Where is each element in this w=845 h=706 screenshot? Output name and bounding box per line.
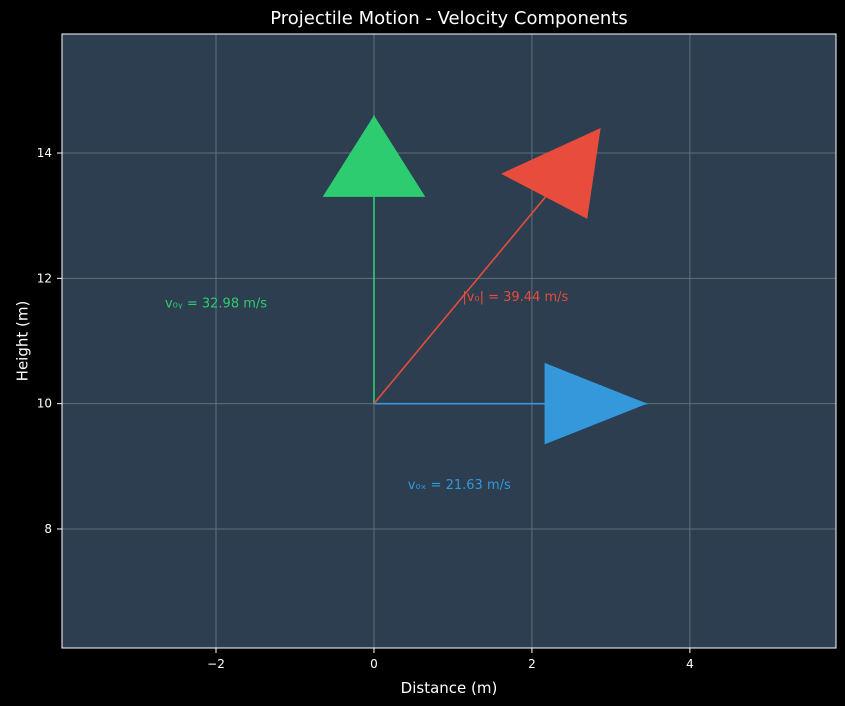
vector-label-v0y: v₀ᵧ = 32.98 m/s	[165, 296, 267, 311]
vectors	[322, 115, 648, 445]
x-tick-label: −2	[207, 657, 225, 671]
y-tick-label: 12	[37, 271, 52, 285]
vector-head-v0	[501, 127, 601, 219]
vector-label-v0x: v₀ₓ = 21.63 m/s	[408, 478, 511, 493]
y-tick-label: 8	[44, 522, 52, 536]
plot-frame	[61, 33, 837, 649]
y-tick-label: 10	[37, 397, 52, 411]
x-tick-label: 2	[528, 657, 536, 671]
vector-shaft-v0	[373, 185, 556, 405]
vector-label-v0: |v₀| = 39.44 m/s	[462, 290, 568, 305]
plot-area	[62, 34, 836, 648]
x-tick-label: 0	[370, 657, 378, 671]
y-tick-label: 14	[37, 146, 52, 160]
x-axis-label: Distance (m)	[401, 679, 498, 697]
y-axis-label: Height (m)	[13, 301, 31, 382]
ticks: −2 0 2 4 8 10 12 14	[37, 146, 694, 671]
annotations: v₀ₓ = 21.63 m/s v₀ᵧ = 32.98 m/s |v₀| = 39.…	[165, 290, 569, 493]
chart-title: Projectile Motion - Velocity Components	[270, 8, 628, 29]
vector-head-v0y	[322, 115, 426, 197]
vector-head-v0x	[544, 362, 648, 445]
x-tick-label: 4	[686, 657, 694, 671]
